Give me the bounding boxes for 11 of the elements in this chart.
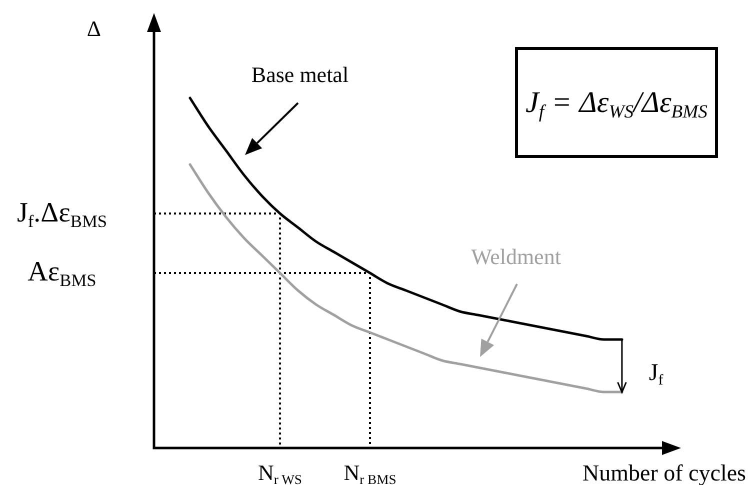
ref-line-label: J$_{f}$.Δε$_{BMS}$ xyxy=(16,197,108,230)
frame: J$_{f}$ = Δε$_{WS}$/Δε$_{BMS}$ xyxy=(515,47,718,158)
ref-line-label: Aε$_{BMS}$ xyxy=(28,256,96,290)
x-tick-label: N$_{r WS}$ xyxy=(258,460,302,485)
x-axis-title: Number of cycles xyxy=(582,460,746,485)
text: Weldment xyxy=(471,243,561,269)
y-axis-title: Δ xyxy=(86,16,102,42)
annotation: J$_{f}$ = Δε$_{WS}$/Δε$_{BMS}$ xyxy=(526,86,708,123)
x-tick-label: N$_{r BMS}$ xyxy=(344,460,396,485)
text: Base metal xyxy=(251,62,349,88)
annotation: J$_{f}$ xyxy=(648,360,664,388)
